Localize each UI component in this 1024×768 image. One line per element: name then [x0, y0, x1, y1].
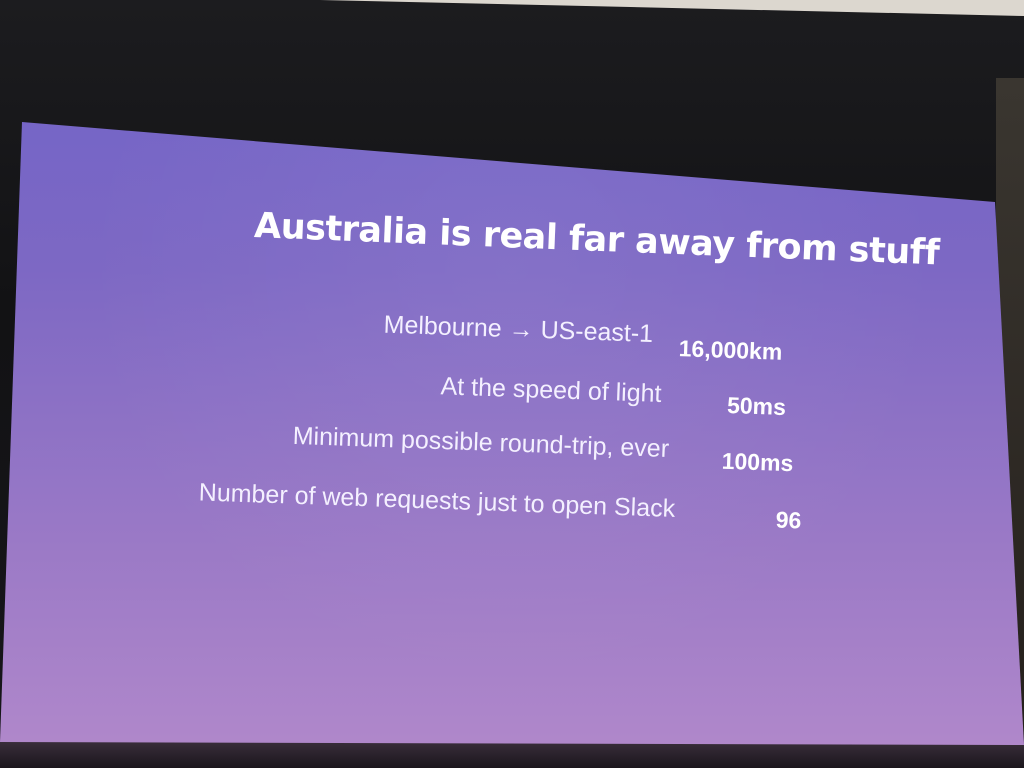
- ceiling: [0, 0, 1024, 16]
- row-value-distance: 16,000km: [678, 335, 783, 365]
- row-value-light-speed: 50ms: [726, 391, 787, 421]
- row-value-slack-requests: 96: [775, 506, 802, 534]
- row-value-round-trip: 100ms: [721, 447, 794, 477]
- floor-edge: [0, 740, 1024, 768]
